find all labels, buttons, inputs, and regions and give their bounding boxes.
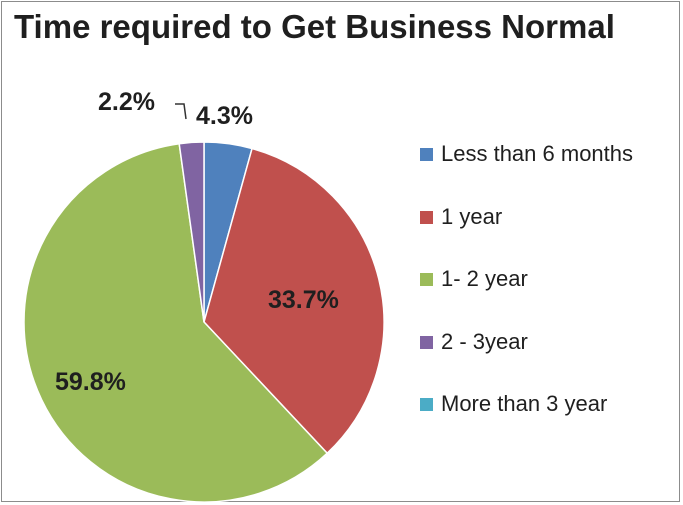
legend-item-less-than-6-months: Less than 6 months — [420, 138, 675, 201]
legend-item-1-2-year: 1- 2 year — [420, 263, 675, 326]
data-label-2-3-year: 2.2% — [98, 88, 155, 116]
data-label-1-year: 33.7% — [268, 286, 339, 314]
data-label-less-than-6-months: 4.3% — [196, 102, 253, 130]
legend-label: 2 - 3year — [441, 328, 528, 354]
data-label-1-2-year: 59.8% — [55, 368, 126, 396]
pie-slice-1-year — [203, 147, 385, 455]
legend-item-more-than-3-year: More than 3 year — [420, 388, 675, 451]
pie-slice-1-2-year — [23, 142, 329, 503]
legend-item-1-year: 1 year — [420, 201, 675, 264]
legend-swatch — [420, 210, 433, 224]
leader-line — [175, 103, 187, 120]
legend-swatch — [420, 335, 433, 349]
pie-slice-2-3-year — [178, 141, 205, 323]
legend-label: 1 year — [441, 203, 503, 229]
legend-label: More than 3 year — [441, 391, 608, 416]
legend-swatch — [420, 148, 433, 161]
legend-label: Less than 6 months — [441, 141, 634, 166]
legend-label: 1- 2 year — [441, 266, 528, 291]
legend-swatch — [420, 273, 433, 286]
legend-item-2-3-year: 2 - 3year — [420, 326, 675, 389]
chart-title: Time required to Get Business Normal — [14, 8, 615, 45]
legend-swatch — [420, 398, 433, 411]
legend: Less than 6 months 1 year 1- 2 year 2 - … — [420, 138, 675, 451]
